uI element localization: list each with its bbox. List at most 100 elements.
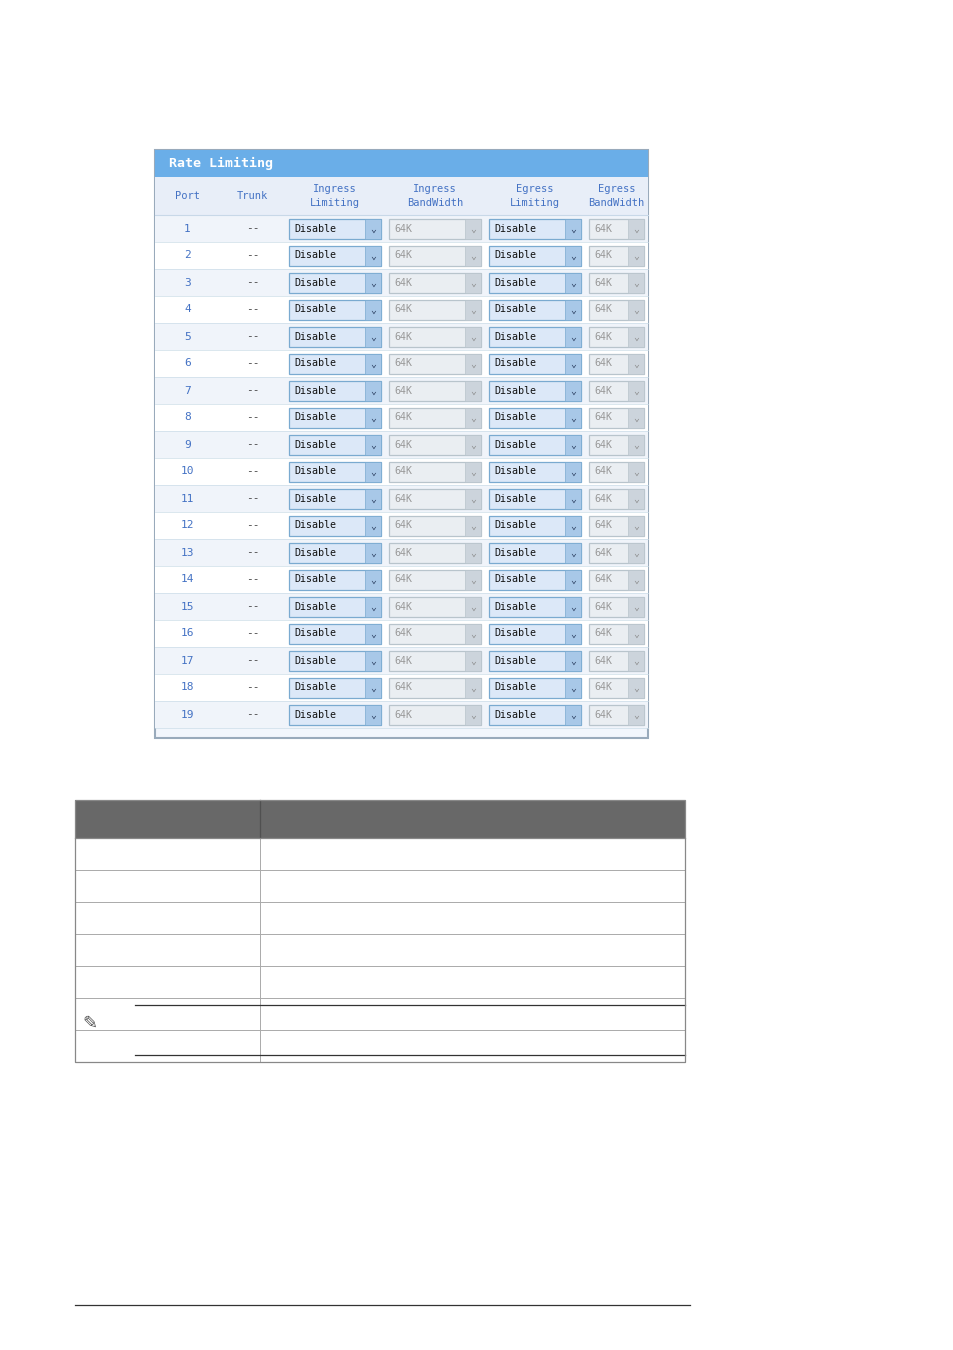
FancyBboxPatch shape [154, 150, 647, 177]
FancyBboxPatch shape [588, 651, 643, 671]
FancyBboxPatch shape [464, 489, 480, 509]
Text: 10: 10 [180, 467, 194, 477]
Text: Disable: Disable [494, 251, 536, 261]
FancyBboxPatch shape [627, 462, 643, 482]
FancyBboxPatch shape [464, 462, 480, 482]
Text: ⌄: ⌄ [570, 548, 576, 558]
FancyBboxPatch shape [489, 597, 580, 617]
FancyBboxPatch shape [154, 593, 647, 620]
Text: ⌄: ⌄ [570, 683, 576, 693]
FancyBboxPatch shape [389, 705, 480, 725]
FancyBboxPatch shape [75, 1030, 684, 1062]
FancyBboxPatch shape [389, 462, 480, 482]
Text: 18: 18 [180, 683, 194, 693]
Text: 4: 4 [184, 305, 191, 315]
FancyBboxPatch shape [564, 219, 580, 239]
Text: Disable: Disable [494, 548, 536, 558]
FancyBboxPatch shape [489, 381, 580, 401]
FancyBboxPatch shape [627, 651, 643, 671]
FancyBboxPatch shape [489, 300, 580, 320]
FancyBboxPatch shape [588, 300, 643, 320]
Text: 64K: 64K [394, 710, 412, 720]
FancyBboxPatch shape [627, 327, 643, 347]
Text: 64K: 64K [394, 683, 412, 693]
FancyBboxPatch shape [389, 381, 480, 401]
FancyBboxPatch shape [389, 219, 480, 239]
FancyBboxPatch shape [464, 300, 480, 320]
Text: 64K: 64K [394, 359, 412, 369]
FancyBboxPatch shape [588, 327, 643, 347]
FancyBboxPatch shape [489, 219, 580, 239]
Text: ⌄: ⌄ [470, 440, 476, 450]
FancyBboxPatch shape [464, 354, 480, 374]
Text: Disable: Disable [494, 656, 536, 666]
Text: ⌄: ⌄ [633, 548, 639, 558]
Text: ⌄: ⌄ [370, 629, 375, 639]
Text: ⌄: ⌄ [633, 251, 639, 261]
FancyBboxPatch shape [564, 624, 580, 644]
FancyBboxPatch shape [464, 516, 480, 536]
FancyBboxPatch shape [389, 543, 480, 563]
FancyBboxPatch shape [154, 458, 647, 485]
FancyBboxPatch shape [365, 219, 380, 239]
Text: Disable: Disable [294, 278, 335, 288]
FancyBboxPatch shape [389, 408, 480, 428]
Text: ⌄: ⌄ [570, 467, 576, 477]
Text: ⌄: ⌄ [570, 494, 576, 504]
FancyBboxPatch shape [289, 543, 380, 563]
FancyBboxPatch shape [154, 431, 647, 458]
FancyBboxPatch shape [365, 570, 380, 590]
Text: 64K: 64K [594, 548, 612, 558]
Text: ⌄: ⌄ [370, 575, 375, 585]
FancyBboxPatch shape [564, 651, 580, 671]
Text: Ingress
Limiting: Ingress Limiting [310, 185, 359, 208]
FancyBboxPatch shape [464, 597, 480, 617]
Text: 64K: 64K [594, 251, 612, 261]
FancyBboxPatch shape [464, 624, 480, 644]
FancyBboxPatch shape [489, 408, 580, 428]
FancyBboxPatch shape [289, 219, 380, 239]
FancyBboxPatch shape [627, 678, 643, 698]
Text: ⌄: ⌄ [370, 548, 375, 558]
Text: ⌄: ⌄ [470, 413, 476, 423]
FancyBboxPatch shape [588, 462, 643, 482]
Text: 64K: 64K [594, 305, 612, 315]
FancyBboxPatch shape [564, 678, 580, 698]
FancyBboxPatch shape [564, 462, 580, 482]
Text: Disable: Disable [294, 440, 335, 450]
Text: Rate Limiting: Rate Limiting [169, 157, 273, 170]
FancyBboxPatch shape [289, 516, 380, 536]
Text: ⌄: ⌄ [633, 440, 639, 450]
FancyBboxPatch shape [75, 869, 684, 902]
Text: ⌄: ⌄ [633, 386, 639, 396]
FancyBboxPatch shape [154, 566, 647, 593]
FancyBboxPatch shape [154, 485, 647, 512]
Text: Disable: Disable [494, 683, 536, 693]
Text: ⌄: ⌄ [633, 359, 639, 369]
Text: Disable: Disable [494, 305, 536, 315]
Text: 9: 9 [184, 440, 191, 450]
Text: ⌄: ⌄ [633, 494, 639, 504]
FancyBboxPatch shape [627, 543, 643, 563]
Text: 64K: 64K [594, 278, 612, 288]
Text: 6: 6 [184, 359, 191, 369]
FancyBboxPatch shape [389, 597, 480, 617]
FancyBboxPatch shape [588, 597, 643, 617]
Text: ⌄: ⌄ [370, 494, 375, 504]
Text: ⌄: ⌄ [570, 656, 576, 666]
Text: 19: 19 [180, 710, 194, 720]
FancyBboxPatch shape [489, 516, 580, 536]
Text: 64K: 64K [594, 467, 612, 477]
Text: Disable: Disable [494, 224, 536, 234]
Text: ⌄: ⌄ [470, 467, 476, 477]
FancyBboxPatch shape [627, 273, 643, 293]
FancyBboxPatch shape [365, 516, 380, 536]
FancyBboxPatch shape [588, 435, 643, 455]
Text: ⌄: ⌄ [370, 305, 375, 315]
FancyBboxPatch shape [464, 543, 480, 563]
Text: 2: 2 [184, 251, 191, 261]
Text: Disable: Disable [494, 440, 536, 450]
Text: --: -- [246, 332, 259, 342]
FancyBboxPatch shape [289, 327, 380, 347]
Text: ⌄: ⌄ [470, 359, 476, 369]
